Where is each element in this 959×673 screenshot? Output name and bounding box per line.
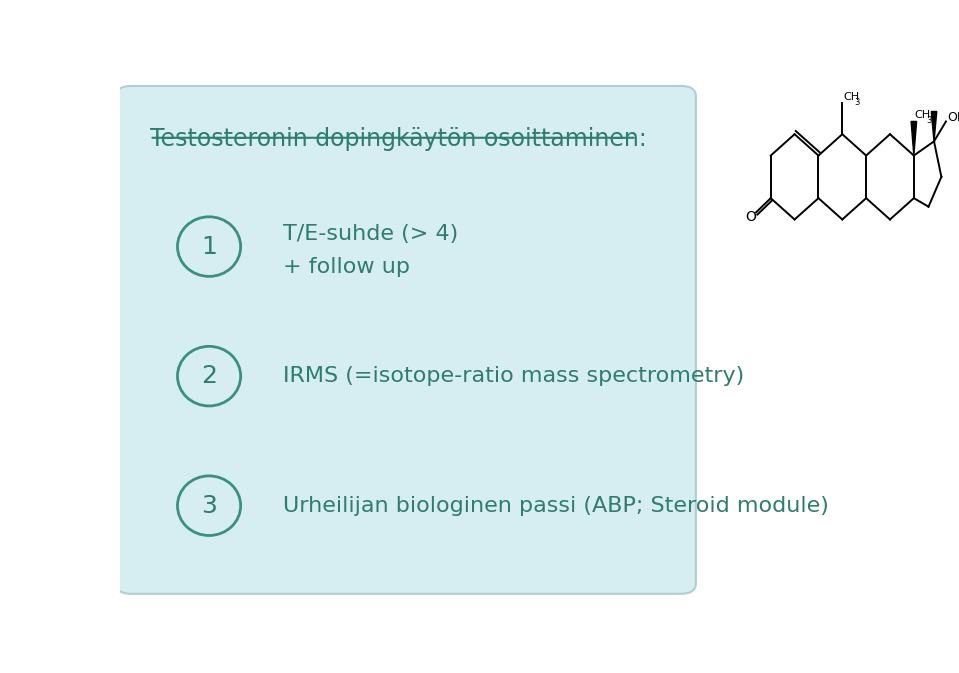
Text: + follow up: + follow up [284,257,410,277]
Text: 3: 3 [926,116,931,125]
Text: IRMS (=isotope-ratio mass spectrometry): IRMS (=isotope-ratio mass spectrometry) [284,366,744,386]
Ellipse shape [177,217,241,277]
Ellipse shape [177,347,241,406]
Text: 1: 1 [201,235,217,258]
Polygon shape [911,121,917,155]
Text: CH: CH [843,92,859,102]
Text: OH: OH [947,110,959,124]
FancyBboxPatch shape [116,86,696,594]
Text: T/E-suhde (> 4): T/E-suhde (> 4) [284,223,458,244]
Text: CH: CH [915,110,931,120]
Polygon shape [931,112,937,141]
Text: Urheilijan biologinen passi (ABP; Steroid module): Urheilijan biologinen passi (ABP; Steroi… [284,496,830,516]
Text: 2: 2 [201,364,217,388]
Text: O: O [745,209,756,223]
Text: 3: 3 [854,98,860,106]
Ellipse shape [177,476,241,536]
Text: Testosteronin dopingkäytön osoittaminen:: Testosteronin dopingkäytön osoittaminen: [150,127,646,151]
Text: 3: 3 [201,494,217,518]
